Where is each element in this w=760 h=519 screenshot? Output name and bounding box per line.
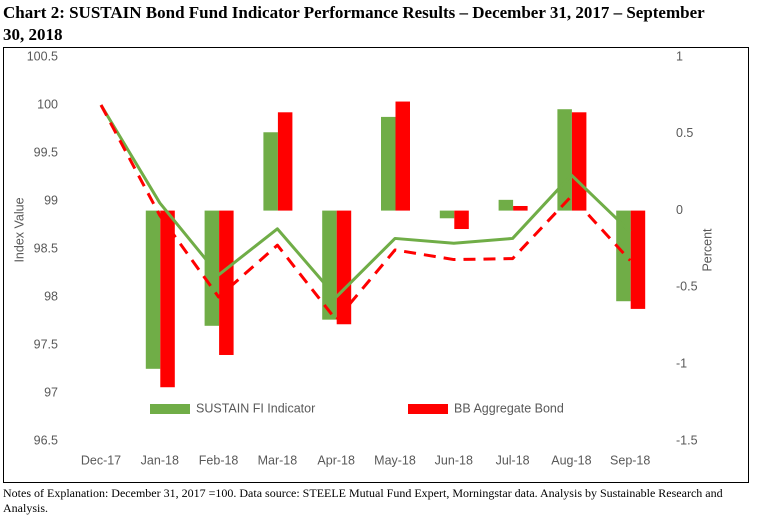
bar bbox=[498, 199, 514, 211]
x-tick-label: Jan-18 bbox=[141, 453, 179, 467]
x-tick-label: Aug-18 bbox=[551, 453, 591, 467]
bar bbox=[616, 210, 631, 302]
x-tick-label: Jul-18 bbox=[496, 453, 530, 467]
bar bbox=[454, 210, 469, 230]
legend-swatch bbox=[408, 404, 448, 414]
line bbox=[99, 104, 632, 299]
chart-title: Chart 2: SUSTAIN Bond Fund Indicator Per… bbox=[3, 3, 705, 44]
bar bbox=[513, 205, 528, 211]
x-tick-label: May-18 bbox=[374, 453, 416, 467]
legend-label: SUSTAIN FI Indicator bbox=[196, 401, 315, 415]
x-tick-label: Apr-18 bbox=[317, 453, 355, 467]
y2-tick-label: -1 bbox=[676, 356, 687, 370]
bar bbox=[630, 210, 646, 309]
y2-tick-label: 0.5 bbox=[676, 126, 693, 140]
x-tick-label: Sep-18 bbox=[610, 453, 650, 467]
y2-tick-label: 1 bbox=[676, 49, 683, 63]
legend-label: BB Aggregate Bond bbox=[454, 401, 564, 415]
y-tick-label: 100 bbox=[37, 97, 58, 111]
bar bbox=[219, 210, 234, 355]
bar bbox=[160, 210, 175, 388]
bar bbox=[557, 109, 572, 211]
bar bbox=[322, 210, 337, 320]
chart-border bbox=[3, 47, 749, 483]
x-tick-label: Dec-17 bbox=[81, 453, 121, 467]
bar bbox=[439, 210, 455, 219]
bar bbox=[381, 116, 396, 211]
y2-tick-label: -1.5 bbox=[676, 433, 698, 447]
y-tick-label: 97.5 bbox=[34, 337, 58, 351]
x-tick-label: Feb-18 bbox=[199, 453, 239, 467]
bar bbox=[263, 132, 278, 211]
legend-swatch bbox=[150, 404, 190, 414]
chart-note: Notes of Explanation: December 31, 2017 … bbox=[3, 486, 723, 515]
y-tick-label: 100.5 bbox=[27, 49, 58, 63]
y-tick-label: 97 bbox=[44, 385, 58, 399]
y-axis-title: Index Value bbox=[12, 197, 26, 262]
bar bbox=[277, 112, 293, 211]
bar bbox=[145, 210, 161, 369]
bar bbox=[571, 112, 587, 211]
y-tick-label: 96.5 bbox=[34, 433, 58, 447]
y2-tick-label: 0 bbox=[676, 203, 683, 217]
y2-tick-label: -0.5 bbox=[676, 280, 698, 294]
y-tick-label: 98.5 bbox=[34, 241, 58, 255]
line bbox=[99, 104, 632, 322]
y-tick-label: 99.5 bbox=[34, 145, 58, 159]
x-tick-label: Mar-18 bbox=[258, 453, 298, 467]
y-tick-label: 98 bbox=[44, 289, 58, 303]
y2-axis-title: Percent bbox=[700, 228, 714, 272]
bar bbox=[336, 210, 352, 325]
x-tick-label: Jun-18 bbox=[435, 453, 473, 467]
bar bbox=[395, 101, 410, 211]
y-tick-label: 99 bbox=[44, 193, 58, 207]
